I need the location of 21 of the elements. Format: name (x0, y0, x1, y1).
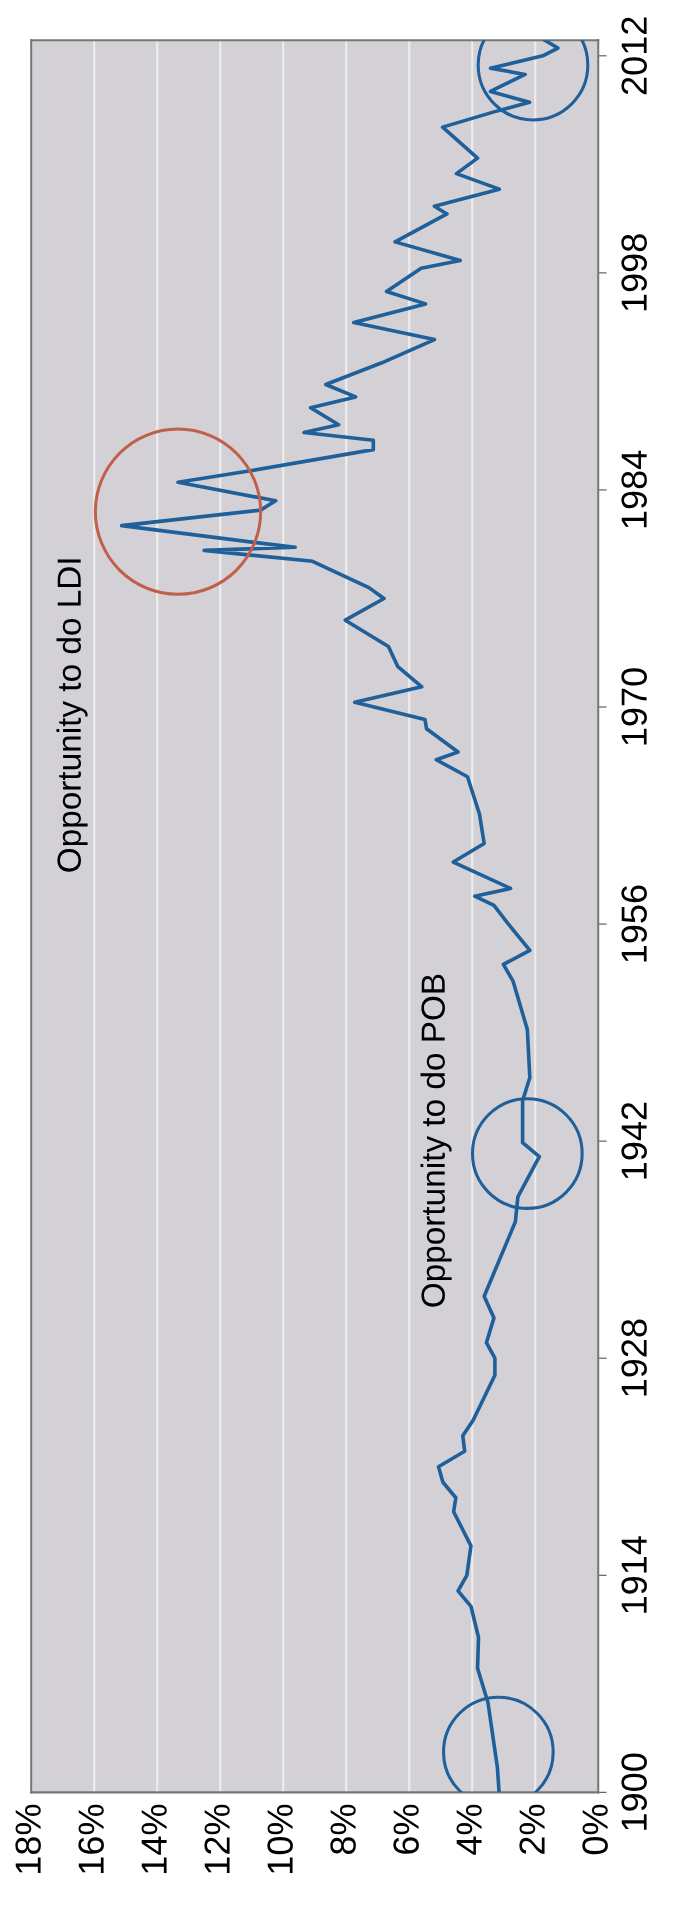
x-tick-label: 16% (78, 1804, 104, 1873)
x-tick-label: 2% (519, 1804, 545, 1854)
x-tick-label: 8% (330, 1804, 356, 1855)
y-tick-label: 2012 (621, 17, 647, 95)
x-tick-label: 6% (393, 1804, 419, 1854)
y-tick-label: 1984 (621, 450, 647, 528)
y-tick-label: 1900 (621, 1753, 647, 1830)
y-tick-label: 1928 (621, 1319, 647, 1396)
x-tick-label: 18% (15, 1804, 41, 1873)
annotation: Opportunity to do LDI (56, 559, 88, 872)
x-tick-label: 12% (204, 1804, 230, 1873)
y-tick-label: 1956 (621, 885, 647, 962)
y-tick-label: 1998 (621, 234, 647, 311)
annotation: Opportunity to do POB (420, 974, 452, 1307)
y-tick-label: 1970 (621, 668, 647, 745)
x-tick-label: 14% (141, 1804, 167, 1873)
x-tick-label: 10% (267, 1804, 293, 1873)
x-tick-label: 0% (582, 1804, 608, 1855)
y-tick-label: 1914 (621, 1536, 647, 1613)
y-tick-label: 1942 (621, 1102, 647, 1179)
x-tick-label: 4% (456, 1804, 482, 1855)
